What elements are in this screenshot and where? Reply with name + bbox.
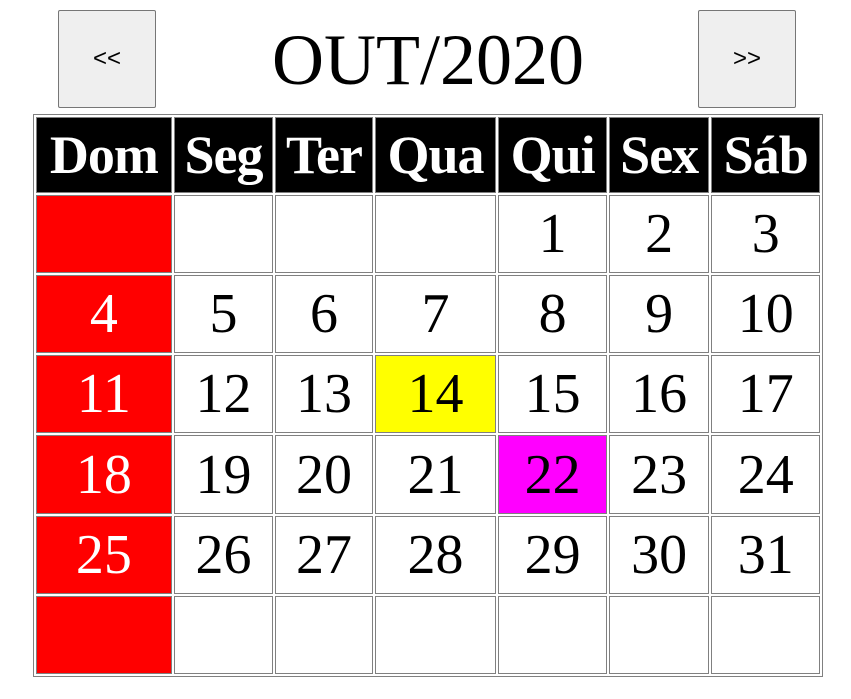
- day-cell-13[interactable]: 13: [275, 355, 373, 434]
- day-cell-14[interactable]: 14: [374, 355, 497, 434]
- day-cell-23[interactable]: 23: [608, 435, 710, 514]
- day-cell-20[interactable]: 20: [275, 435, 373, 514]
- day-cell-8[interactable]: 8: [498, 275, 607, 354]
- empty-day-cell: [608, 595, 710, 674]
- weekday-header-seg: Seg: [173, 117, 274, 193]
- weekday-header-sab: Sáb: [711, 117, 820, 193]
- next-month-button[interactable]: >>: [698, 10, 796, 108]
- month-title: OUT/2020: [272, 20, 584, 100]
- previous-month-button[interactable]: <<: [58, 10, 156, 108]
- empty-day-cell: [36, 595, 172, 674]
- week-row: 25 26 27 28 29 30 31: [36, 515, 820, 594]
- day-cell-26[interactable]: 26: [173, 515, 274, 594]
- day-cell-27[interactable]: 27: [275, 515, 373, 594]
- day-cell-25[interactable]: 25: [36, 515, 172, 594]
- day-cell-6[interactable]: 6: [275, 275, 373, 354]
- day-cell-17[interactable]: 17: [711, 355, 820, 434]
- day-cell-9[interactable]: 9: [608, 275, 710, 354]
- day-cell-22[interactable]: 22: [498, 435, 607, 514]
- empty-day-cell: [711, 595, 820, 674]
- day-cell-5[interactable]: 5: [173, 275, 274, 354]
- day-cell-2[interactable]: 2: [608, 195, 710, 274]
- day-cell-24[interactable]: 24: [711, 435, 820, 514]
- empty-day-cell: [275, 195, 373, 274]
- empty-day-cell: [36, 195, 172, 274]
- day-cell-15[interactable]: 15: [498, 355, 607, 434]
- day-cell-12[interactable]: 12: [173, 355, 274, 434]
- day-cell-7[interactable]: 7: [374, 275, 497, 354]
- weekday-header-sex: Sex: [608, 117, 710, 193]
- calendar-grid: Dom Seg Ter Qua Qui Sex Sáb 1 2 3 4 5 6 7 8 9 10 1…: [33, 114, 823, 677]
- empty-day-cell: [498, 595, 607, 674]
- day-cell-4[interactable]: 4: [36, 275, 172, 354]
- day-cell-19[interactable]: 19: [173, 435, 274, 514]
- day-cell-11[interactable]: 11: [36, 355, 172, 434]
- week-row: 18 19 20 21 22 23 24: [36, 435, 820, 514]
- day-cell-10[interactable]: 10: [711, 275, 820, 354]
- day-cell-29[interactable]: 29: [498, 515, 607, 594]
- empty-day-cell: [275, 595, 373, 674]
- day-cell-18[interactable]: 18: [36, 435, 172, 514]
- week-row: 4 5 6 7 8 9 10: [36, 275, 820, 354]
- day-cell-21[interactable]: 21: [374, 435, 497, 514]
- weekday-header-row: Dom Seg Ter Qua Qui Sex Sáb: [36, 117, 820, 193]
- day-cell-1[interactable]: 1: [498, 195, 607, 274]
- empty-day-cell: [374, 595, 497, 674]
- day-cell-16[interactable]: 16: [608, 355, 710, 434]
- empty-day-cell: [173, 195, 274, 274]
- empty-day-cell: [374, 195, 497, 274]
- empty-day-cell: [173, 595, 274, 674]
- weekday-header-dom: Dom: [36, 117, 172, 193]
- day-cell-30[interactable]: 30: [608, 515, 710, 594]
- week-row: 11 12 13 14 15 16 17: [36, 355, 820, 434]
- weekday-header-ter: Ter: [275, 117, 373, 193]
- day-cell-28[interactable]: 28: [374, 515, 497, 594]
- weekday-header-qua: Qua: [374, 117, 497, 193]
- day-cell-3[interactable]: 3: [711, 195, 820, 274]
- day-cell-31[interactable]: 31: [711, 515, 820, 594]
- weekday-header-qui: Qui: [498, 117, 607, 193]
- week-row: [36, 595, 820, 674]
